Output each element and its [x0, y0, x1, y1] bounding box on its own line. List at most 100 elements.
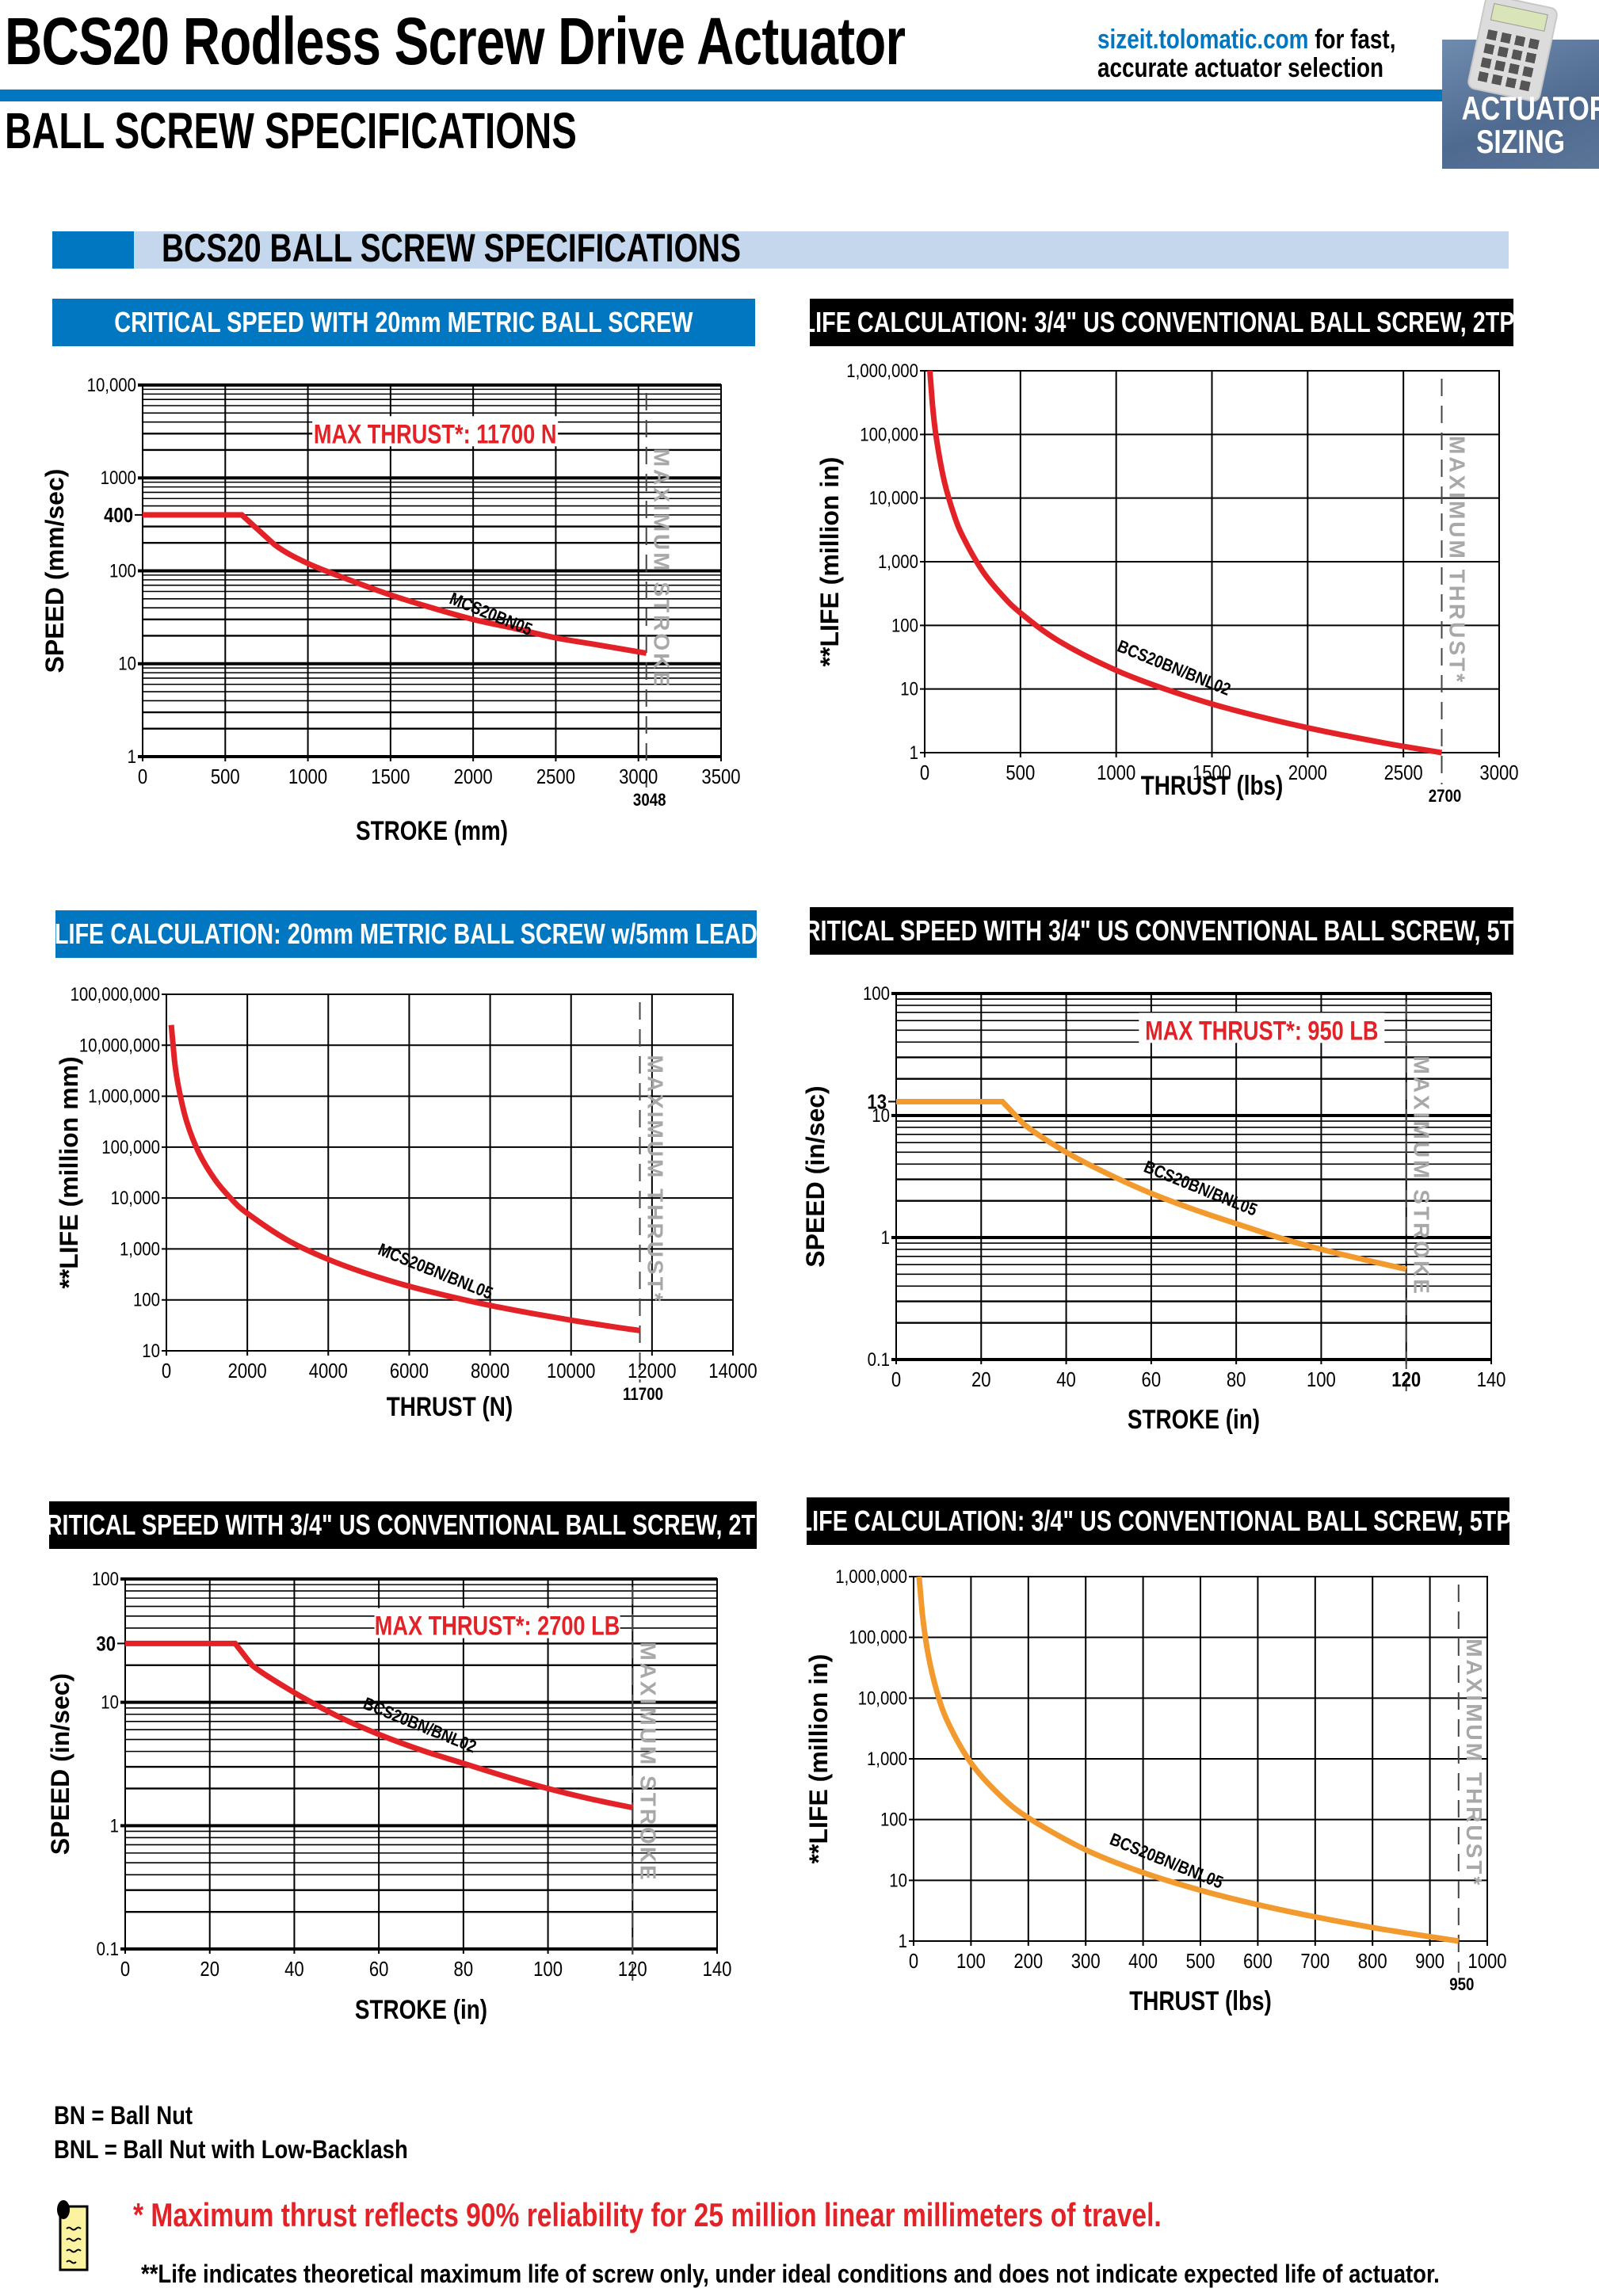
x-tick-label: 140 [703, 1958, 732, 1981]
x-axis-label: STROKE (in) [355, 1994, 487, 2024]
x-tick-label: 20 [971, 1368, 991, 1391]
y-tick-label: 1,000,000 [846, 360, 918, 381]
x-tick-label: 0 [909, 1950, 918, 1973]
x-tick-label: 3500 [701, 765, 740, 788]
sizeit-text-2: accurate actuator selection [1097, 53, 1384, 83]
x-tick-label: 800 [1358, 1950, 1387, 1973]
y-extra-tick-label: 400 [104, 504, 133, 527]
chart-c3 [162, 994, 734, 1383]
y-tick-label: 1 [881, 1226, 890, 1248]
plot-frame [924, 370, 1500, 753]
series-line-BCS20BN-BNL02 [927, 370, 1443, 756]
series-label: BCS20BN/BNL02 [1115, 637, 1233, 700]
x-tick-label: 1500 [1193, 761, 1231, 784]
chart-title-text: CRITICAL SPEED WITH 20mm METRIC BALL SCR… [114, 306, 693, 338]
series-label: MCS20BN05 [447, 589, 535, 639]
legend-bn: BN = Ball Nut [54, 2101, 193, 2130]
sizeit-promo: sizeit.tolomatic.com for fast, accurate … [1097, 25, 1395, 82]
y-tick-label: 1,000 [867, 1748, 907, 1769]
badge-line-1: ACTUATOR [1461, 90, 1599, 127]
x-tick-label: 400 [1128, 1950, 1158, 1973]
section-title: BCS20 BALL SCREW SPECIFICATIONS [162, 226, 741, 270]
badge-line-2: SIZING [1475, 123, 1565, 160]
limit-line-label: MAXIMUM THRUST* [1445, 436, 1470, 685]
plot-frame [913, 1576, 1488, 1942]
x-tick-label: 700 [1300, 1950, 1330, 1973]
x-tick-label: 6000 [390, 1360, 429, 1383]
y-tick-label: 1,000 [878, 551, 918, 572]
plot-frame [166, 994, 734, 1352]
y-tick-label: 100 [891, 615, 918, 636]
chart-title-text: CRITICAL SPEED WITH 3/4" US CONVENTIONAL… [49, 1508, 757, 1541]
x-tick-label: 2000 [1288, 761, 1327, 784]
series-label: BCS20BN/BNL05 [1107, 1830, 1225, 1893]
chart-title-critical-speed-us-2tpi: CRITICAL SPEED WITH 3/4" US CONVENTIONAL… [49, 1501, 757, 1549]
series-line-MCS20BN05 [143, 512, 647, 656]
note-scroll-icon [57, 2200, 89, 2271]
chart-c2 [920, 370, 1500, 784]
x-tick-label: 1000 [1097, 761, 1135, 784]
x-tick-label: 2500 [1384, 761, 1423, 784]
chart-title-text: LIFE CALCULATION: 20mm METRIC BALL SCREW… [55, 917, 757, 950]
x-tick-label: 1000 [288, 765, 327, 788]
x-tick-label: 0 [920, 761, 929, 784]
y-axis-label: **LIFE (million mm) [55, 1056, 83, 1288]
x-axis-label: THRUST (lbs) [1129, 1985, 1272, 2016]
chart-title-life-metric: LIFE CALCULATION: 20mm METRIC BALL SCREW… [55, 910, 757, 958]
x-extra-tick-label: 2700 [1429, 788, 1462, 807]
x-tick-label: 100 [956, 1950, 986, 1973]
chart-title-critical-speed-us-5tpi: CRITICAL SPEED WITH 3/4" US CONVENTIONAL… [810, 907, 1513, 955]
chart-title-life-us-2tpi: LIFE CALCULATION: 3/4" US CONVENTIONAL B… [810, 299, 1513, 346]
x-tick-label: 500 [1006, 761, 1035, 784]
x-tick-label: 0 [162, 1360, 171, 1383]
x-tick-label: 0 [120, 1958, 130, 1981]
x-tick-label: 12000 [628, 1360, 676, 1383]
x-tick-label: 200 [1013, 1950, 1043, 1973]
chart-c5 [117, 1577, 718, 1981]
x-tick-label: 10000 [547, 1360, 595, 1383]
y-tick-label: 10,000 [858, 1688, 907, 1709]
y-tick-label: 10,000 [869, 487, 918, 509]
x-tick-label: 20 [200, 1958, 219, 1981]
y-tick-label: 1 [128, 746, 136, 767]
y-tick-label: 1 [110, 1815, 119, 1836]
y-tick-label: 1,000,000 [88, 1085, 160, 1107]
chart-title-text: CRITICAL SPEED WITH 3/4" US CONVENTIONAL… [810, 914, 1513, 947]
y-tick-label: 100 [92, 1568, 119, 1589]
y-tick-label: 100 [109, 560, 136, 582]
y-tick-label: 0.1 [97, 1938, 119, 1959]
y-tick-label: 10 [872, 1104, 890, 1126]
y-tick-label: 10,000 [111, 1188, 160, 1209]
limit-line-label: MAXIMUM STROKE [650, 448, 674, 688]
y-tick-label: 1,000,000 [835, 1566, 907, 1587]
x-tick-label: 80 [1227, 1368, 1246, 1391]
x-tick-label: 500 [1186, 1950, 1215, 1973]
page-title: BCS20 Rodless Screw Drive Actuator [5, 4, 906, 78]
y-tick-label: 1 [899, 1930, 907, 1951]
y-tick-label: 10 [142, 1340, 160, 1361]
x-extra-tick-label: 950 [1449, 1976, 1474, 1995]
y-axis-label: SPEED (in/sec) [801, 1085, 830, 1267]
x-tick-label: 600 [1243, 1950, 1273, 1973]
x-tick-label: 100 [1307, 1368, 1336, 1391]
y-axis-label: **LIFE (million in) [804, 1654, 833, 1864]
series-line-MCS20BN-BNL05 [168, 1024, 641, 1333]
chart-title-text: LIFE CALCULATION: 3/4" US CONVENTIONAL B… [807, 1505, 1509, 1537]
x-tick-label: 900 [1415, 1950, 1444, 1973]
plot-frame [895, 993, 1492, 1360]
x-tick-label: 80 [454, 1958, 474, 1981]
sizeit-link[interactable]: sizeit.tolomatic.com [1097, 25, 1309, 55]
legend-bnl: BNL = Ball Nut with Low-Backlash [54, 2135, 408, 2164]
x-axis-label: THRUST (N) [387, 1391, 513, 1421]
chart-title-text: LIFE CALCULATION: 3/4" US CONVENTIONAL B… [810, 306, 1513, 338]
annotation-bg [374, 1608, 620, 1638]
y-tick-label: 0.1 [868, 1348, 890, 1370]
x-tick-label: 2000 [454, 765, 493, 788]
x-axis-label: STROKE (mm) [356, 815, 508, 845]
max-thrust-note: * Maximum thrust reflects 90% reliabilit… [133, 2196, 1162, 2233]
y-tick-label: 10 [900, 678, 918, 700]
max-thrust-annotation: MAX THRUST*: 950 LB [1145, 1015, 1378, 1046]
y-tick-label: 1,000 [120, 1238, 160, 1260]
y-tick-label: 10,000 [87, 374, 136, 395]
page-subtitle: BALL SCREW SPECIFICATIONS [5, 102, 577, 159]
